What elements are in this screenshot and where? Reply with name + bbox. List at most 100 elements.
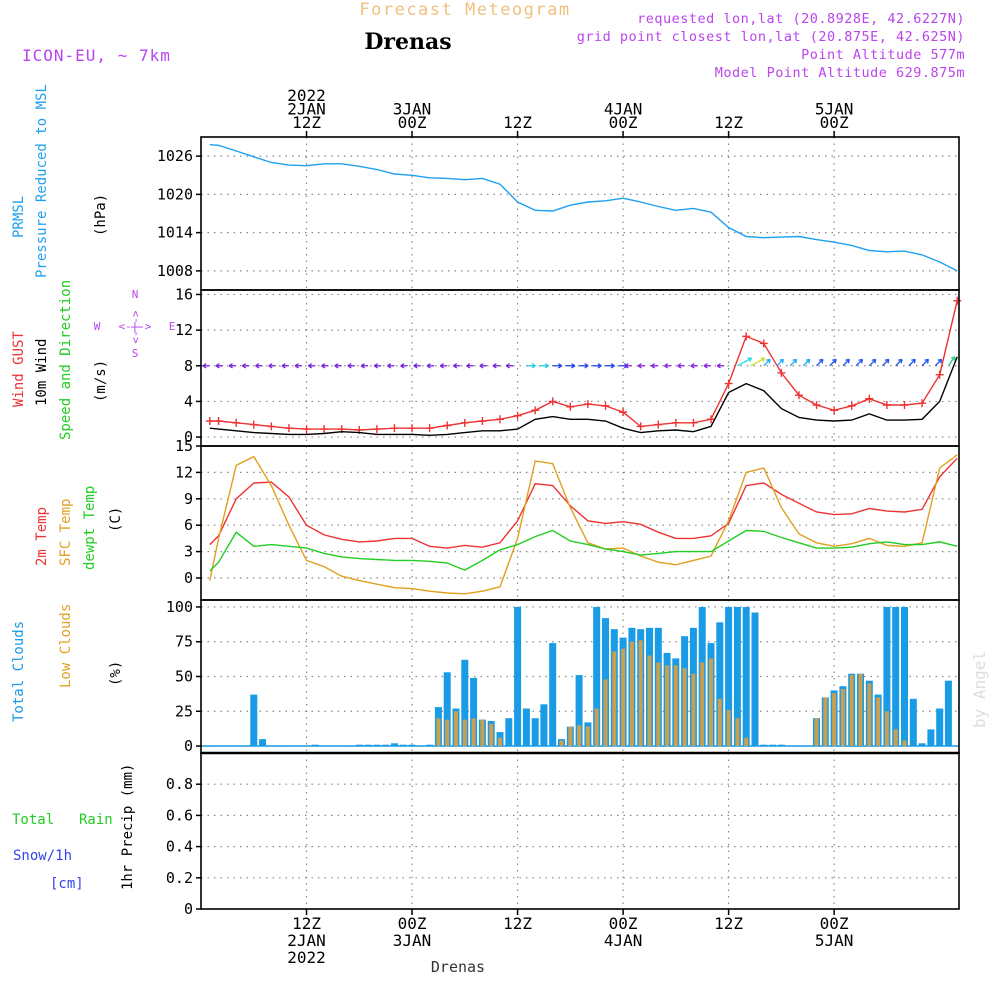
total-cloud-bar [391,743,398,747]
y-tick-label: 9 [184,490,193,508]
gust-marker [478,417,487,426]
bottom-time-label: 00Z [398,914,427,933]
total-cloud-bar [733,607,741,747]
wind-arrow-head [426,363,431,369]
total-cloud-bar [259,739,267,747]
gust-marker [918,399,927,408]
wind-arrow-head [637,363,642,369]
wind-direction-arrow [789,358,797,367]
bottom-time-label: 4JAN [604,931,643,950]
gust-label: Wind GUST [11,331,27,407]
low-cloud-bar [884,711,889,747]
total-cloud-bar [250,694,258,747]
gust-marker [249,420,258,429]
wind-direction-arrow [868,358,877,367]
low-cloud-bar [577,725,582,747]
low-cloud-bar [814,718,819,746]
low-cloud-bar [594,708,599,747]
gust-marker [548,397,557,406]
low-cloud-bar [445,719,450,746]
wind-arrow-head [610,363,615,369]
y-tick-label: 3 [184,543,193,561]
gust-marker [583,400,592,409]
wind-arrow-head [818,358,824,364]
gust-marker [425,424,434,433]
total-cloud-bar [522,708,530,747]
bottom-time-label: 5JAN [815,931,854,950]
wind-arrow-head [281,363,286,369]
wind-direction-arrow [802,358,811,367]
total-cloud-bar [725,607,733,747]
top-time-label: 12Z [292,113,321,132]
wind-arrow-head [690,363,695,369]
low-cloud-bar [436,718,441,746]
watermark: by Angel [970,651,989,728]
low-cloud-bar [568,726,573,747]
wind-arrow-head [624,363,629,369]
y-tick-label: 0 [184,569,193,587]
gust-marker [601,401,610,410]
y-tick-label: 12 [175,463,193,481]
bottom-time-label: 12Z [714,914,743,933]
wind-direction-arrow [737,357,752,367]
low-cloud-bar [744,737,749,746]
top-time-label: 5JAN [815,100,854,119]
total-cloud-bar [575,675,583,746]
precip-unit-label: 1hr Precip (mm) [120,764,136,890]
wind-arrow-head [228,363,233,369]
total-cloud-bar [505,718,513,746]
gust-marker [460,418,469,427]
gust-marker [232,418,241,427]
low-cloud-bar [709,658,713,746]
cloud-labels: Total Clouds Low Clouds (%) [11,604,124,722]
gust-marker [636,422,645,431]
gust-marker [953,296,962,305]
y-tick-label: 0.8 [166,775,193,793]
wind-labels: Wind GUST 10m Wind Speed and Direction (… [11,280,175,440]
y-tick-label: 6 [184,516,193,534]
bottom-time-label: 00Z [820,914,849,933]
total-cloud-bar [909,698,917,747]
wind-arrow-head [924,358,930,364]
compass-s: S [132,347,139,360]
wind-arrow-head [747,357,753,363]
wind-arrow-head [307,363,313,369]
total-label: Total [12,812,54,828]
gust-marker [320,425,329,434]
total-cloud-bar [311,744,319,747]
wind-arrow-head [453,363,458,369]
gust-marker [742,332,751,341]
y-tick-label: 0 [184,900,193,918]
wind-direction-arrow [855,358,863,367]
y-tick-label: 4 [184,392,193,410]
compass-n: N [132,288,139,301]
wind-arrow-head [677,363,682,369]
location-title: Drenas [364,29,451,55]
pct-unit-label: (%) [108,661,124,686]
panel-frame [200,136,960,291]
wind-arrow-head [716,363,721,369]
gust-marker [267,422,276,431]
gust-marker [408,424,417,433]
low-cloud-bar [489,723,494,747]
series-line-dewpt [209,529,958,572]
wind-arrow-head [242,363,247,369]
wind-arrow-head [937,358,943,364]
total-cloud-bar [944,680,952,747]
gust-marker [495,415,504,424]
gust-marker [654,420,663,429]
tsfc-label: SFC Temp [58,499,74,566]
prmsl-label: PRMSL [11,196,27,238]
y-tick-label: 16 [175,285,193,303]
y-tick-label: 0.4 [166,838,193,856]
total-cloud-bar [742,607,750,747]
low-cloud-bar [559,740,564,747]
gust-marker [513,411,522,420]
total-cloud-bar [364,744,372,747]
compass-e: E [169,320,176,333]
total-cloud-bar [531,718,539,746]
y-tick-label: 100 [166,598,193,616]
bottom-time-label: 2JAN [287,931,326,950]
y-tick-label: 1020 [157,185,193,203]
gust-marker [777,368,786,377]
